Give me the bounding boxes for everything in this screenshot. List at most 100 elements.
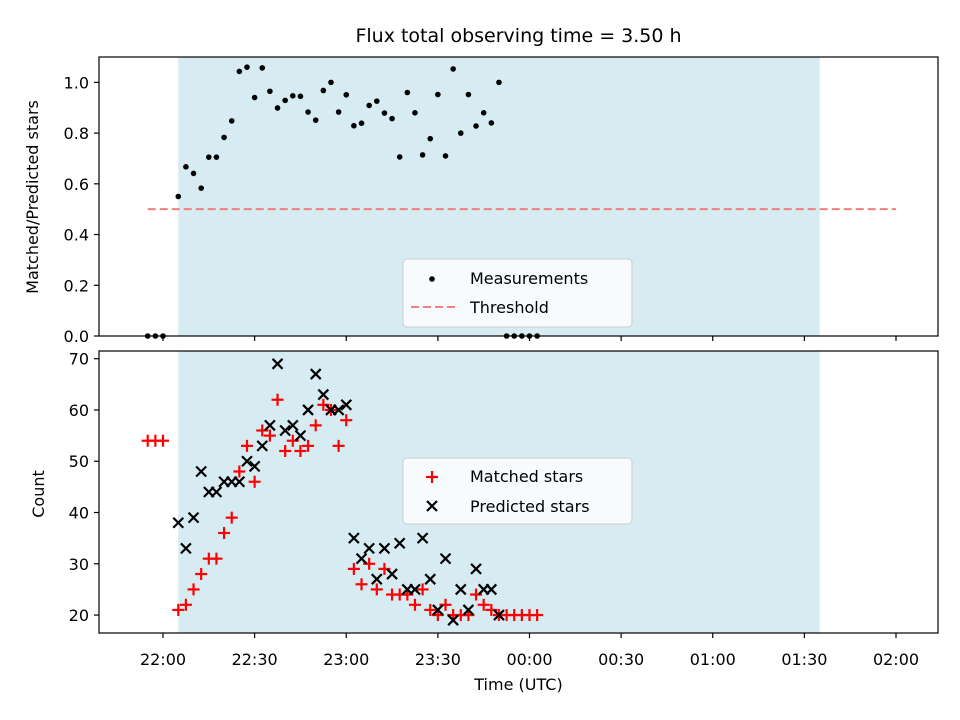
predicted-star-point [470, 563, 482, 575]
predicted-star-point [455, 583, 467, 596]
y-tick-label: 1.0 [64, 73, 89, 92]
bottom-axes-frame [98, 350, 939, 634]
matched-star-point [263, 429, 276, 442]
y-tick-label: 60 [69, 401, 89, 420]
matched-star-point [279, 444, 292, 457]
measurement-point [473, 123, 479, 129]
measurement-point [442, 153, 449, 159]
x-tick-label: 01:30 [781, 650, 827, 669]
y-tick-label: 50 [69, 452, 89, 471]
predicted-star-point [348, 532, 360, 544]
predicted-star-point [432, 604, 444, 616]
measurement-point [198, 185, 204, 191]
matched-star-point [172, 603, 185, 616]
legend-predicted-stars: Predicted stars [470, 497, 590, 516]
predicted-star-point [180, 542, 192, 555]
measurement-point [419, 152, 426, 158]
top-panel: 0.0 0.2 0.4 0.6 0.8 1.0 Matched/Predicted sta… [23, 56, 939, 346]
measurement-point [335, 109, 342, 115]
predicted-star-point [279, 424, 291, 437]
predicted-star-point [409, 583, 421, 596]
matched-star-point [271, 393, 284, 406]
y-tick-label: 20 [69, 606, 89, 625]
y-tick-label: 0.6 [64, 175, 89, 194]
measurement-point [358, 120, 365, 126]
legend-dot-marker [429, 276, 435, 282]
measurement-point [213, 154, 220, 160]
x-tick-label: 01:00 [690, 650, 736, 669]
predicted-star-point [287, 419, 299, 432]
measurement-point [343, 91, 350, 98]
top-axes-frame [98, 56, 939, 337]
legend-x-marker [426, 500, 438, 512]
predicted-star-point [309, 368, 322, 380]
predicted-star-point [302, 404, 314, 416]
measurement-point [206, 154, 212, 160]
predicted-star-point [416, 532, 429, 544]
top-x-ticks [162, 336, 897, 341]
measurement-point [373, 98, 380, 104]
bottom-panel: 20 30 40 50 60 70 22:00 22:30 23:00 23:30 00:00 00… [29, 350, 939, 694]
legend-threshold: Threshold [469, 298, 549, 317]
measurement-point [175, 193, 182, 200]
x-tick-label: 00:30 [598, 650, 644, 669]
measurement-point [244, 64, 250, 70]
legend-matched-stars: Matched stars [470, 467, 583, 486]
measurement-point [282, 97, 288, 104]
measurement-point [412, 110, 418, 116]
matched-star-point [179, 598, 192, 611]
matched-star-point [218, 527, 231, 540]
legend-plus-marker [426, 471, 438, 483]
matched-star-point [355, 578, 368, 591]
top-y-axis-label: Matched/Predicted stars [23, 100, 42, 294]
measurement-point [221, 134, 227, 141]
predicted-star-point [424, 573, 437, 585]
matched-star-point [233, 465, 246, 478]
predicted-star-point [371, 573, 383, 585]
y-tick-label: 0.4 [64, 226, 89, 245]
matched-star-point [531, 609, 544, 622]
y-tick-label: 0.2 [64, 276, 89, 295]
matched-star-point [225, 511, 238, 524]
measurement-point [297, 93, 304, 100]
x-tick-label: 02:00 [873, 650, 919, 669]
measurement-point [366, 102, 372, 109]
matched-star-point [416, 583, 429, 596]
measurement-point [488, 120, 495, 126]
predicted-star-point [172, 516, 185, 529]
top-y-axis: 0.0 0.2 0.4 0.6 0.8 1.0 [64, 73, 99, 346]
predicted-star-point [378, 542, 391, 555]
y-tick-label: 0.8 [64, 124, 89, 143]
matched-star-point [294, 444, 307, 457]
measurement-point [190, 170, 197, 177]
measurement-point [480, 110, 487, 116]
predicted-star-point [187, 511, 200, 524]
measurement-point [450, 66, 456, 72]
predicted-star-point [294, 429, 307, 442]
predicted-star-point [393, 537, 406, 550]
matched-star-point [332, 439, 345, 452]
x-tick-label: 22:30 [232, 650, 278, 669]
predicted-star-point [195, 465, 207, 478]
bottom-y-axis-label: Count [29, 470, 48, 518]
y-tick-label: 70 [69, 350, 89, 369]
matched-star-point [195, 568, 208, 581]
measurement-point [404, 89, 411, 96]
bottom-legend-box [402, 457, 633, 525]
measurement-point [389, 115, 395, 122]
measurement-point [457, 130, 464, 136]
predicted-star-point [493, 609, 505, 621]
measurement-point [236, 68, 243, 75]
measurement-point [274, 105, 281, 111]
matched-star-point [157, 434, 169, 447]
y-tick-label: 30 [69, 555, 89, 574]
x-axis-label: Time (UTC) [473, 675, 562, 694]
measurement-point [435, 91, 441, 98]
matched-star-point [424, 603, 437, 616]
predicted-star-point [248, 460, 261, 473]
x-tick-label: 00:00 [506, 650, 552, 669]
measurement-points [144, 64, 540, 339]
measurement-point [496, 79, 502, 86]
predicted-star-point [317, 388, 330, 401]
predicted-star-point [256, 440, 269, 452]
